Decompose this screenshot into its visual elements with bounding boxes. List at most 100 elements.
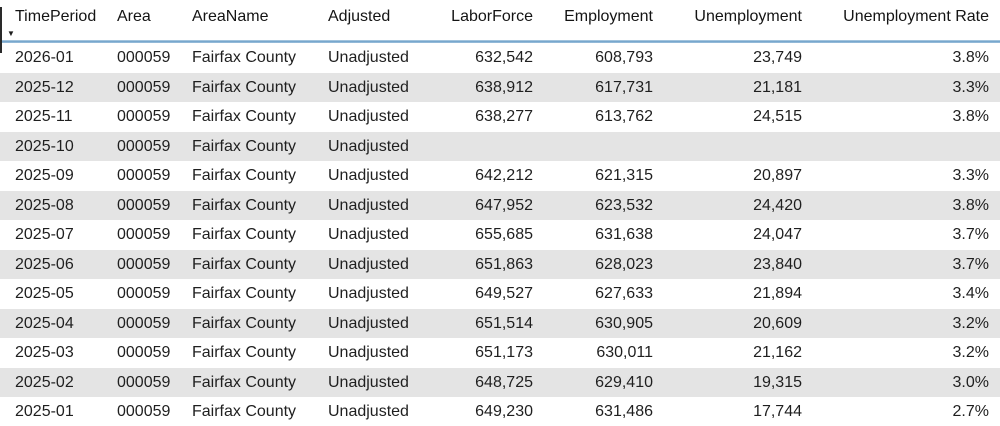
cell-areaname: Fairfax County: [192, 403, 297, 420]
table-body: 2026-01 000059 Fairfax County Unadjusted…: [0, 43, 1000, 426]
cell-laborforce: 632,542: [475, 49, 533, 66]
table-row[interactable]: 2025-03 000059 Fairfax County Unadjusted…: [0, 338, 1000, 368]
column-header-employment[interactable]: Employment: [564, 8, 653, 25]
cell-employment: 629,410: [595, 373, 653, 391]
cell-areaname: Fairfax County: [192, 108, 297, 125]
cell-adjusted: Unadjusted: [328, 137, 409, 155]
cell-areaname: Fairfax County: [192, 78, 297, 96]
column-header-laborforce[interactable]: LaborForce: [451, 8, 533, 25]
cell-area: 000059: [117, 137, 171, 155]
table-row[interactable]: 2026-01 000059 Fairfax County Unadjusted…: [0, 43, 1000, 73]
cell-timeperiod: 2025-04: [15, 314, 74, 332]
cell-timeperiod: 2025-05: [15, 285, 74, 302]
cell-timeperiod: 2025-07: [15, 226, 74, 243]
table-row[interactable]: 2025-12 000059 Fairfax County Unadjusted…: [0, 72, 1000, 102]
cell-adjusted: Unadjusted: [328, 167, 409, 184]
cell-area: 000059: [117, 49, 171, 66]
cell-areaname: Fairfax County: [192, 137, 297, 155]
cell-unemployment: 23,749: [753, 49, 802, 66]
cell-adjusted: Unadjusted: [328, 344, 409, 361]
cell-area: 000059: [117, 78, 171, 96]
cell-laborforce: [440, 132, 533, 162]
cell-unemployment-rate: 3.4%: [952, 285, 989, 302]
cell-unemployment-rate: 2.7%: [952, 403, 989, 420]
cell-unemployment-rate: 3.3%: [952, 167, 989, 184]
cell-areaname: Fairfax County: [192, 314, 297, 332]
cell-unemployment-rate: 3.2%: [952, 314, 989, 332]
cell-unemployment: 24,420: [753, 196, 802, 214]
cell-unemployment: 24,515: [753, 108, 802, 125]
cell-areaname: Fairfax County: [192, 373, 297, 391]
table-row[interactable]: 2025-09 000059 Fairfax County Unadjusted…: [0, 161, 1000, 191]
cell-unemployment: 24,047: [753, 226, 802, 243]
column-header-areaname[interactable]: AreaName: [192, 8, 269, 25]
cell-unemployment: 20,897: [753, 167, 802, 184]
cell-laborforce: 649,230: [475, 403, 533, 420]
cell-area: 000059: [117, 196, 171, 214]
cell-laborforce: 647,952: [475, 196, 533, 214]
cell-unemployment-rate: 3.8%: [952, 108, 989, 125]
cell-laborforce: 638,912: [475, 78, 533, 96]
cell-area: 000059: [117, 285, 171, 302]
cell-areaname: Fairfax County: [192, 196, 297, 214]
cell-timeperiod: 2025-10: [15, 137, 74, 155]
cell-laborforce: 655,685: [475, 226, 533, 243]
table-row[interactable]: 2025-11 000059 Fairfax County Unadjusted…: [0, 102, 1000, 132]
table-row[interactable]: 2025-05 000059 Fairfax County Unadjusted…: [0, 279, 1000, 309]
cell-unemployment: 19,315: [753, 373, 802, 391]
cell-employment: 627,633: [595, 285, 653, 302]
table-row[interactable]: 2025-02 000059 Fairfax County Unadjusted…: [0, 367, 1000, 397]
cell-unemployment: 17,744: [753, 403, 802, 420]
column-header-timeperiod[interactable]: TimePeriod ▼: [0, 0, 117, 40]
table-row[interactable]: 2025-04 000059 Fairfax County Unadjusted…: [0, 308, 1000, 338]
table-row[interactable]: 2025-01 000059 Fairfax County Unadjusted…: [0, 397, 1000, 426]
cell-timeperiod: 2026-01: [15, 49, 74, 66]
cell-areaname: Fairfax County: [192, 344, 297, 361]
cell-unemployment-rate: 3.2%: [952, 344, 989, 361]
cell-unemployment: [653, 132, 802, 162]
cell-unemployment: 21,181: [753, 78, 802, 96]
cell-timeperiod: 2025-03: [15, 344, 74, 361]
cell-unemployment-rate: 3.0%: [952, 373, 989, 391]
column-header-adjusted[interactable]: Adjusted: [328, 8, 391, 25]
cell-employment: 613,762: [595, 108, 653, 125]
table-row[interactable]: 2025-06 000059 Fairfax County Unadjusted…: [0, 249, 1000, 279]
cell-adjusted: Unadjusted: [328, 314, 409, 332]
cell-unemployment: 20,609: [753, 314, 802, 332]
cell-employment: 631,486: [595, 403, 653, 420]
cell-areaname: Fairfax County: [192, 167, 297, 184]
cell-area: 000059: [117, 108, 171, 125]
cell-area: 000059: [117, 226, 171, 243]
cell-unemployment: 21,894: [753, 285, 802, 302]
left-edge-artifact: [0, 7, 2, 53]
table-row[interactable]: 2025-08 000059 Fairfax County Unadjusted…: [0, 190, 1000, 220]
cell-adjusted: Unadjusted: [328, 373, 409, 391]
cell-area: 000059: [117, 403, 171, 420]
cell-employment: 630,905: [595, 314, 653, 332]
cell-unemployment: 23,840: [753, 255, 802, 273]
cell-area: 000059: [117, 344, 171, 361]
cell-laborforce: 651,863: [475, 255, 533, 273]
table-row[interactable]: 2025-10 000059 Fairfax County Unadjusted: [0, 131, 1000, 162]
cell-laborforce: 651,514: [475, 314, 533, 332]
column-header-unemployment-rate[interactable]: Unemployment Rate: [843, 8, 989, 25]
table-row[interactable]: 2025-07 000059 Fairfax County Unadjusted…: [0, 220, 1000, 250]
column-header-area[interactable]: Area: [117, 8, 151, 25]
cell-laborforce: 638,277: [475, 108, 533, 125]
cell-area: 000059: [117, 314, 171, 332]
cell-unemployment-rate: [802, 132, 989, 162]
cell-employment: [533, 132, 653, 162]
cell-laborforce: 649,527: [475, 285, 533, 302]
column-header-unemployment[interactable]: Unemployment: [694, 8, 802, 25]
cell-unemployment-rate: 3.3%: [952, 78, 989, 96]
cell-laborforce: 651,173: [475, 344, 533, 361]
cell-adjusted: Unadjusted: [328, 403, 409, 420]
cell-areaname: Fairfax County: [192, 255, 297, 273]
cell-unemployment: 21,162: [753, 344, 802, 361]
cell-areaname: Fairfax County: [192, 49, 297, 66]
cell-unemployment-rate: 3.7%: [952, 226, 989, 243]
cell-unemployment-rate: 3.8%: [952, 196, 989, 214]
cell-adjusted: Unadjusted: [328, 78, 409, 96]
column-header-label: TimePeriod: [15, 8, 97, 25]
cell-area: 000059: [117, 255, 171, 273]
